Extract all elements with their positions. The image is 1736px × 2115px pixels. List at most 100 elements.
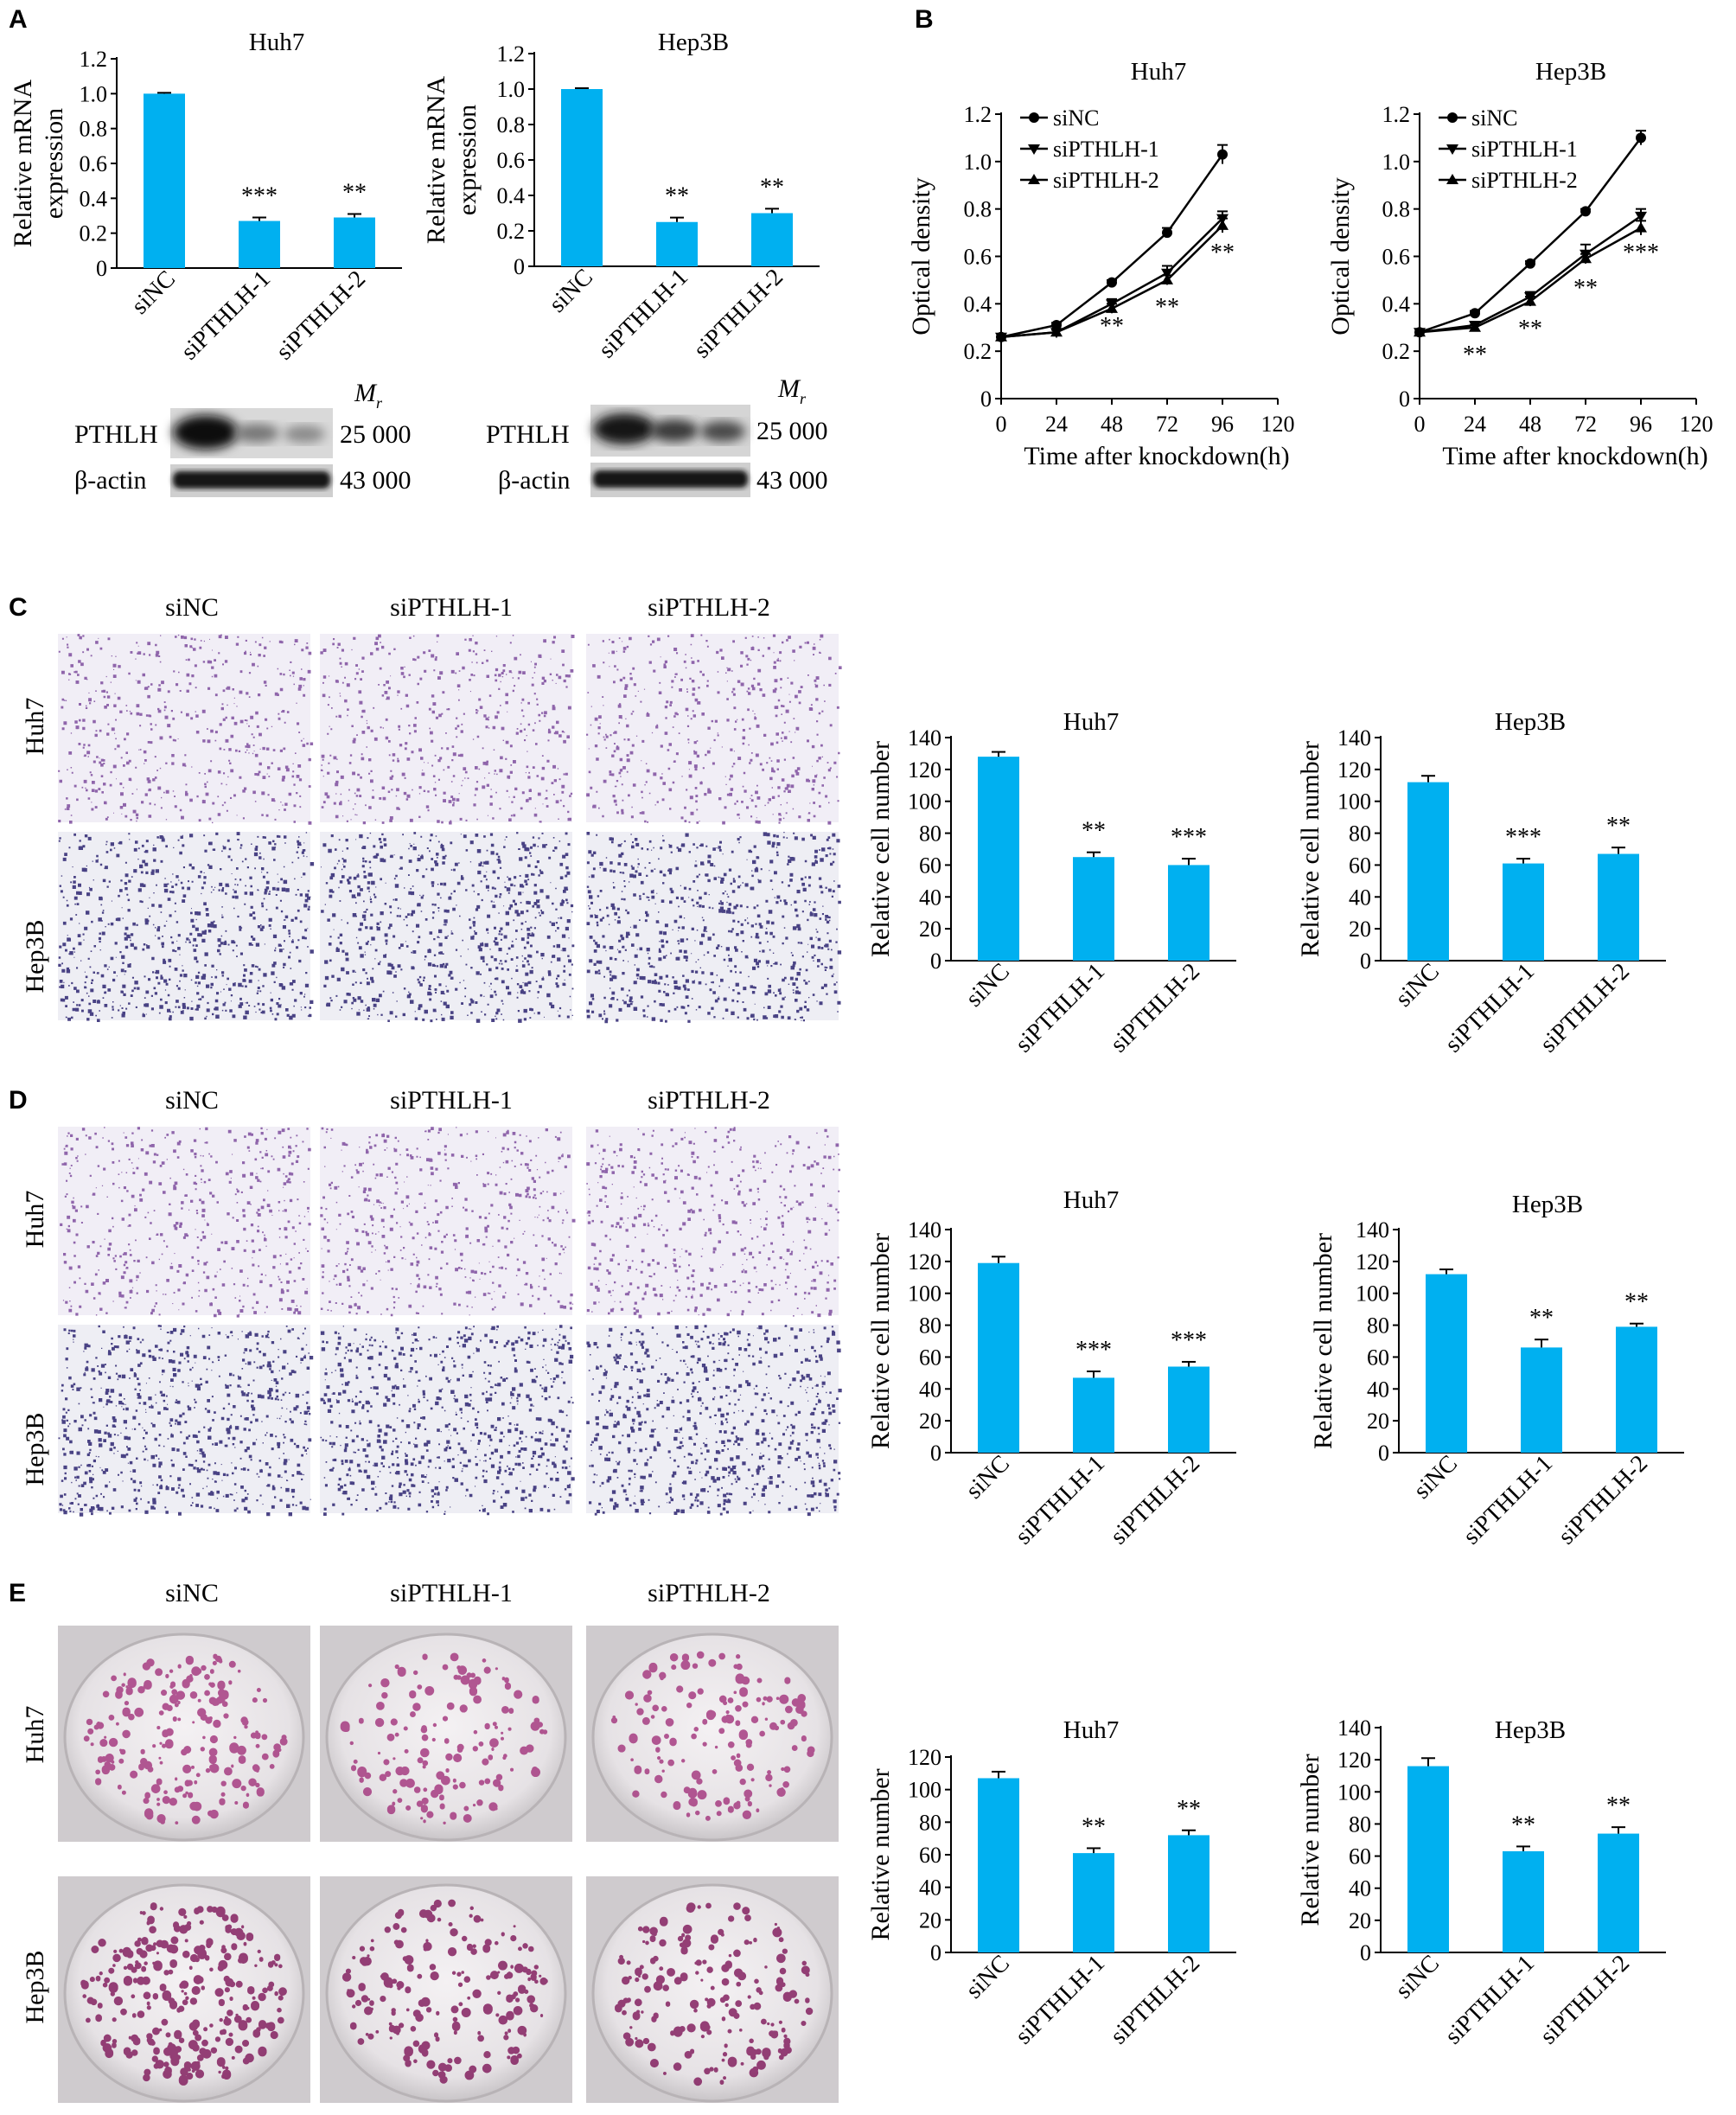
y-tick-label: 140 bbox=[1337, 725, 1371, 751]
x-tick-label: 24 bbox=[1464, 412, 1486, 437]
y-tick-label: 60 bbox=[1349, 853, 1371, 878]
category-label: siPTHLH-1 bbox=[1458, 1450, 1558, 1550]
legend-marker bbox=[1446, 174, 1458, 184]
chart-title: Huh7 bbox=[1063, 1716, 1119, 1744]
data-point-sipthlh-2 bbox=[1580, 252, 1592, 264]
category-label: siNC bbox=[961, 1450, 1015, 1505]
legend-label: siPTHLH-1 bbox=[1053, 137, 1159, 162]
x-tick-label: 96 bbox=[1211, 412, 1234, 437]
data-point-sinc bbox=[1107, 277, 1117, 288]
micrograph-image bbox=[586, 1127, 839, 1315]
category-label: siPTHLH-1 bbox=[1440, 1950, 1540, 2049]
chart-title: Hep3B bbox=[1535, 58, 1606, 86]
culture-dish bbox=[325, 1883, 567, 2103]
colony-spots bbox=[340, 1652, 548, 1824]
western-blot-hep3b: PTHLH β-actin Mr 25 000 43 000 bbox=[486, 374, 828, 497]
chart-title: Huh7 bbox=[1131, 58, 1186, 86]
y-tick-label: 0.2 bbox=[964, 339, 992, 364]
x-axis-label: Time after knockdown(h) bbox=[1442, 442, 1707, 470]
y-tick-label: 0.4 bbox=[497, 183, 526, 208]
micrograph-image bbox=[58, 1127, 310, 1315]
category-label: siNC bbox=[544, 264, 598, 318]
legend-marker bbox=[1447, 112, 1458, 123]
bar-sipthlh-2 bbox=[1168, 1366, 1209, 1453]
data-point-sipthlh-2 bbox=[995, 330, 1007, 342]
panel-d-col-label-sipthlh-1: siPTHLH-1 bbox=[390, 1086, 513, 1115]
bar-sipthlh-2 bbox=[1598, 1833, 1639, 1952]
category-label: siPTHLH-1 bbox=[1011, 1950, 1110, 2049]
y-tick-label: 20 bbox=[919, 917, 941, 942]
y-tick-label: 40 bbox=[919, 885, 941, 910]
category-label: siPTHLH-2 bbox=[689, 264, 788, 363]
y-tick-label: 60 bbox=[919, 1843, 941, 1868]
cell-stain bbox=[586, 634, 842, 825]
cell-stain bbox=[586, 832, 842, 1024]
y-tick-label: 80 bbox=[919, 1313, 941, 1339]
y-tick-label: 120 bbox=[908, 757, 941, 783]
chart-d-huh7: Huh7 0 20 40 60 80 100 120 140 Relative cell numb… bbox=[866, 1186, 1236, 1550]
legend-label: siNC bbox=[1053, 105, 1099, 131]
bar-sipthlh-1 bbox=[1073, 1853, 1114, 1952]
cell-stain bbox=[320, 1325, 575, 1516]
panel-e-col-label-sipthlh-1: siPTHLH-1 bbox=[390, 1579, 513, 1607]
legend-label: siPTHLH-2 bbox=[1053, 168, 1159, 193]
significance-marker: *** bbox=[1171, 824, 1207, 851]
y-tick-label: 0.8 bbox=[80, 117, 108, 142]
data-point-sinc bbox=[1051, 320, 1062, 331]
y-axis-label: Relative cell number bbox=[1309, 1233, 1337, 1449]
legend-marker bbox=[1028, 144, 1040, 155]
y-tick-label: 0.6 bbox=[80, 151, 108, 176]
significance-marker: *** bbox=[1171, 1327, 1207, 1354]
cell-stain bbox=[321, 832, 575, 1023]
data-point-sinc bbox=[1217, 149, 1228, 160]
blot-huh7-target-label: PTHLH bbox=[74, 420, 158, 449]
y-tick-label: 120 bbox=[1337, 757, 1371, 783]
significance-marker: ** bbox=[1155, 294, 1179, 321]
x-tick-label: 120 bbox=[1680, 412, 1714, 437]
x-axis-label: Time after knockdown(h) bbox=[1024, 442, 1289, 470]
y-tick-label: 140 bbox=[908, 725, 941, 751]
y-axis-label: Optical density bbox=[1326, 177, 1355, 335]
panel-c-col-label-sinc: siNC bbox=[165, 593, 219, 622]
legend-label: siNC bbox=[1471, 105, 1517, 131]
y-tick-label: 120 bbox=[1356, 1249, 1389, 1275]
category-label: siPTHLH-2 bbox=[1106, 958, 1205, 1058]
chart-e-hep3b: Hep3B 0 20 40 60 80 100 120 140 Relative number si… bbox=[1296, 1716, 1666, 2049]
chart-c-huh7: Huh7 0 20 40 60 80 100 120 140 Relative cell numb… bbox=[866, 708, 1236, 1058]
significance-marker: ** bbox=[1177, 1796, 1201, 1823]
y-tick-label: 140 bbox=[1337, 1716, 1371, 1741]
cell-stain bbox=[58, 832, 315, 1022]
bar-sipthlh-2 bbox=[1168, 865, 1209, 961]
y-tick-label: 0.2 bbox=[497, 219, 526, 244]
significance-marker: ** bbox=[1100, 313, 1124, 340]
y-tick-label: 0.8 bbox=[497, 112, 526, 137]
category-label: siPTHLH-1 bbox=[1011, 958, 1110, 1058]
bar-sinc bbox=[144, 93, 185, 268]
significance-marker: ** bbox=[1518, 316, 1542, 342]
y-tick-label: 0.6 bbox=[497, 148, 526, 173]
y-tick-label: 40 bbox=[919, 1377, 941, 1402]
chart-title: Huh7 bbox=[249, 29, 304, 56]
blot-hep3b-loading-label: β-actin bbox=[498, 466, 571, 495]
y-tick-label: 40 bbox=[1349, 1876, 1371, 1901]
bar-sinc bbox=[978, 1262, 1019, 1453]
blot-huh7-loading-band bbox=[173, 471, 330, 489]
chart-title: Huh7 bbox=[1063, 1186, 1119, 1214]
bar-sinc bbox=[978, 757, 1019, 961]
y-tick-label: 60 bbox=[1349, 1844, 1371, 1869]
y-tick-label: 1.0 bbox=[80, 81, 108, 106]
category-label: siPTHLH-1 bbox=[176, 265, 276, 365]
bar-sipthlh-1 bbox=[1503, 863, 1544, 961]
data-point-sinc bbox=[1470, 308, 1480, 319]
y-tick-label: 80 bbox=[1349, 1811, 1371, 1837]
culture-dish bbox=[591, 1633, 833, 1842]
significance-marker: ** bbox=[1624, 1289, 1649, 1316]
significance-marker: ** bbox=[1082, 818, 1106, 845]
data-point-sipthlh-2 bbox=[1216, 219, 1229, 230]
y-tick-label: 0 bbox=[980, 387, 992, 412]
western-blot-huh7: PTHLH β-actin Mr 25 000 43 000 bbox=[74, 379, 412, 497]
data-point-sinc bbox=[1580, 206, 1591, 217]
chart-title: Hep3B bbox=[1495, 1716, 1566, 1744]
micrograph-image bbox=[320, 832, 572, 1020]
x-tick-label: 72 bbox=[1574, 412, 1597, 437]
